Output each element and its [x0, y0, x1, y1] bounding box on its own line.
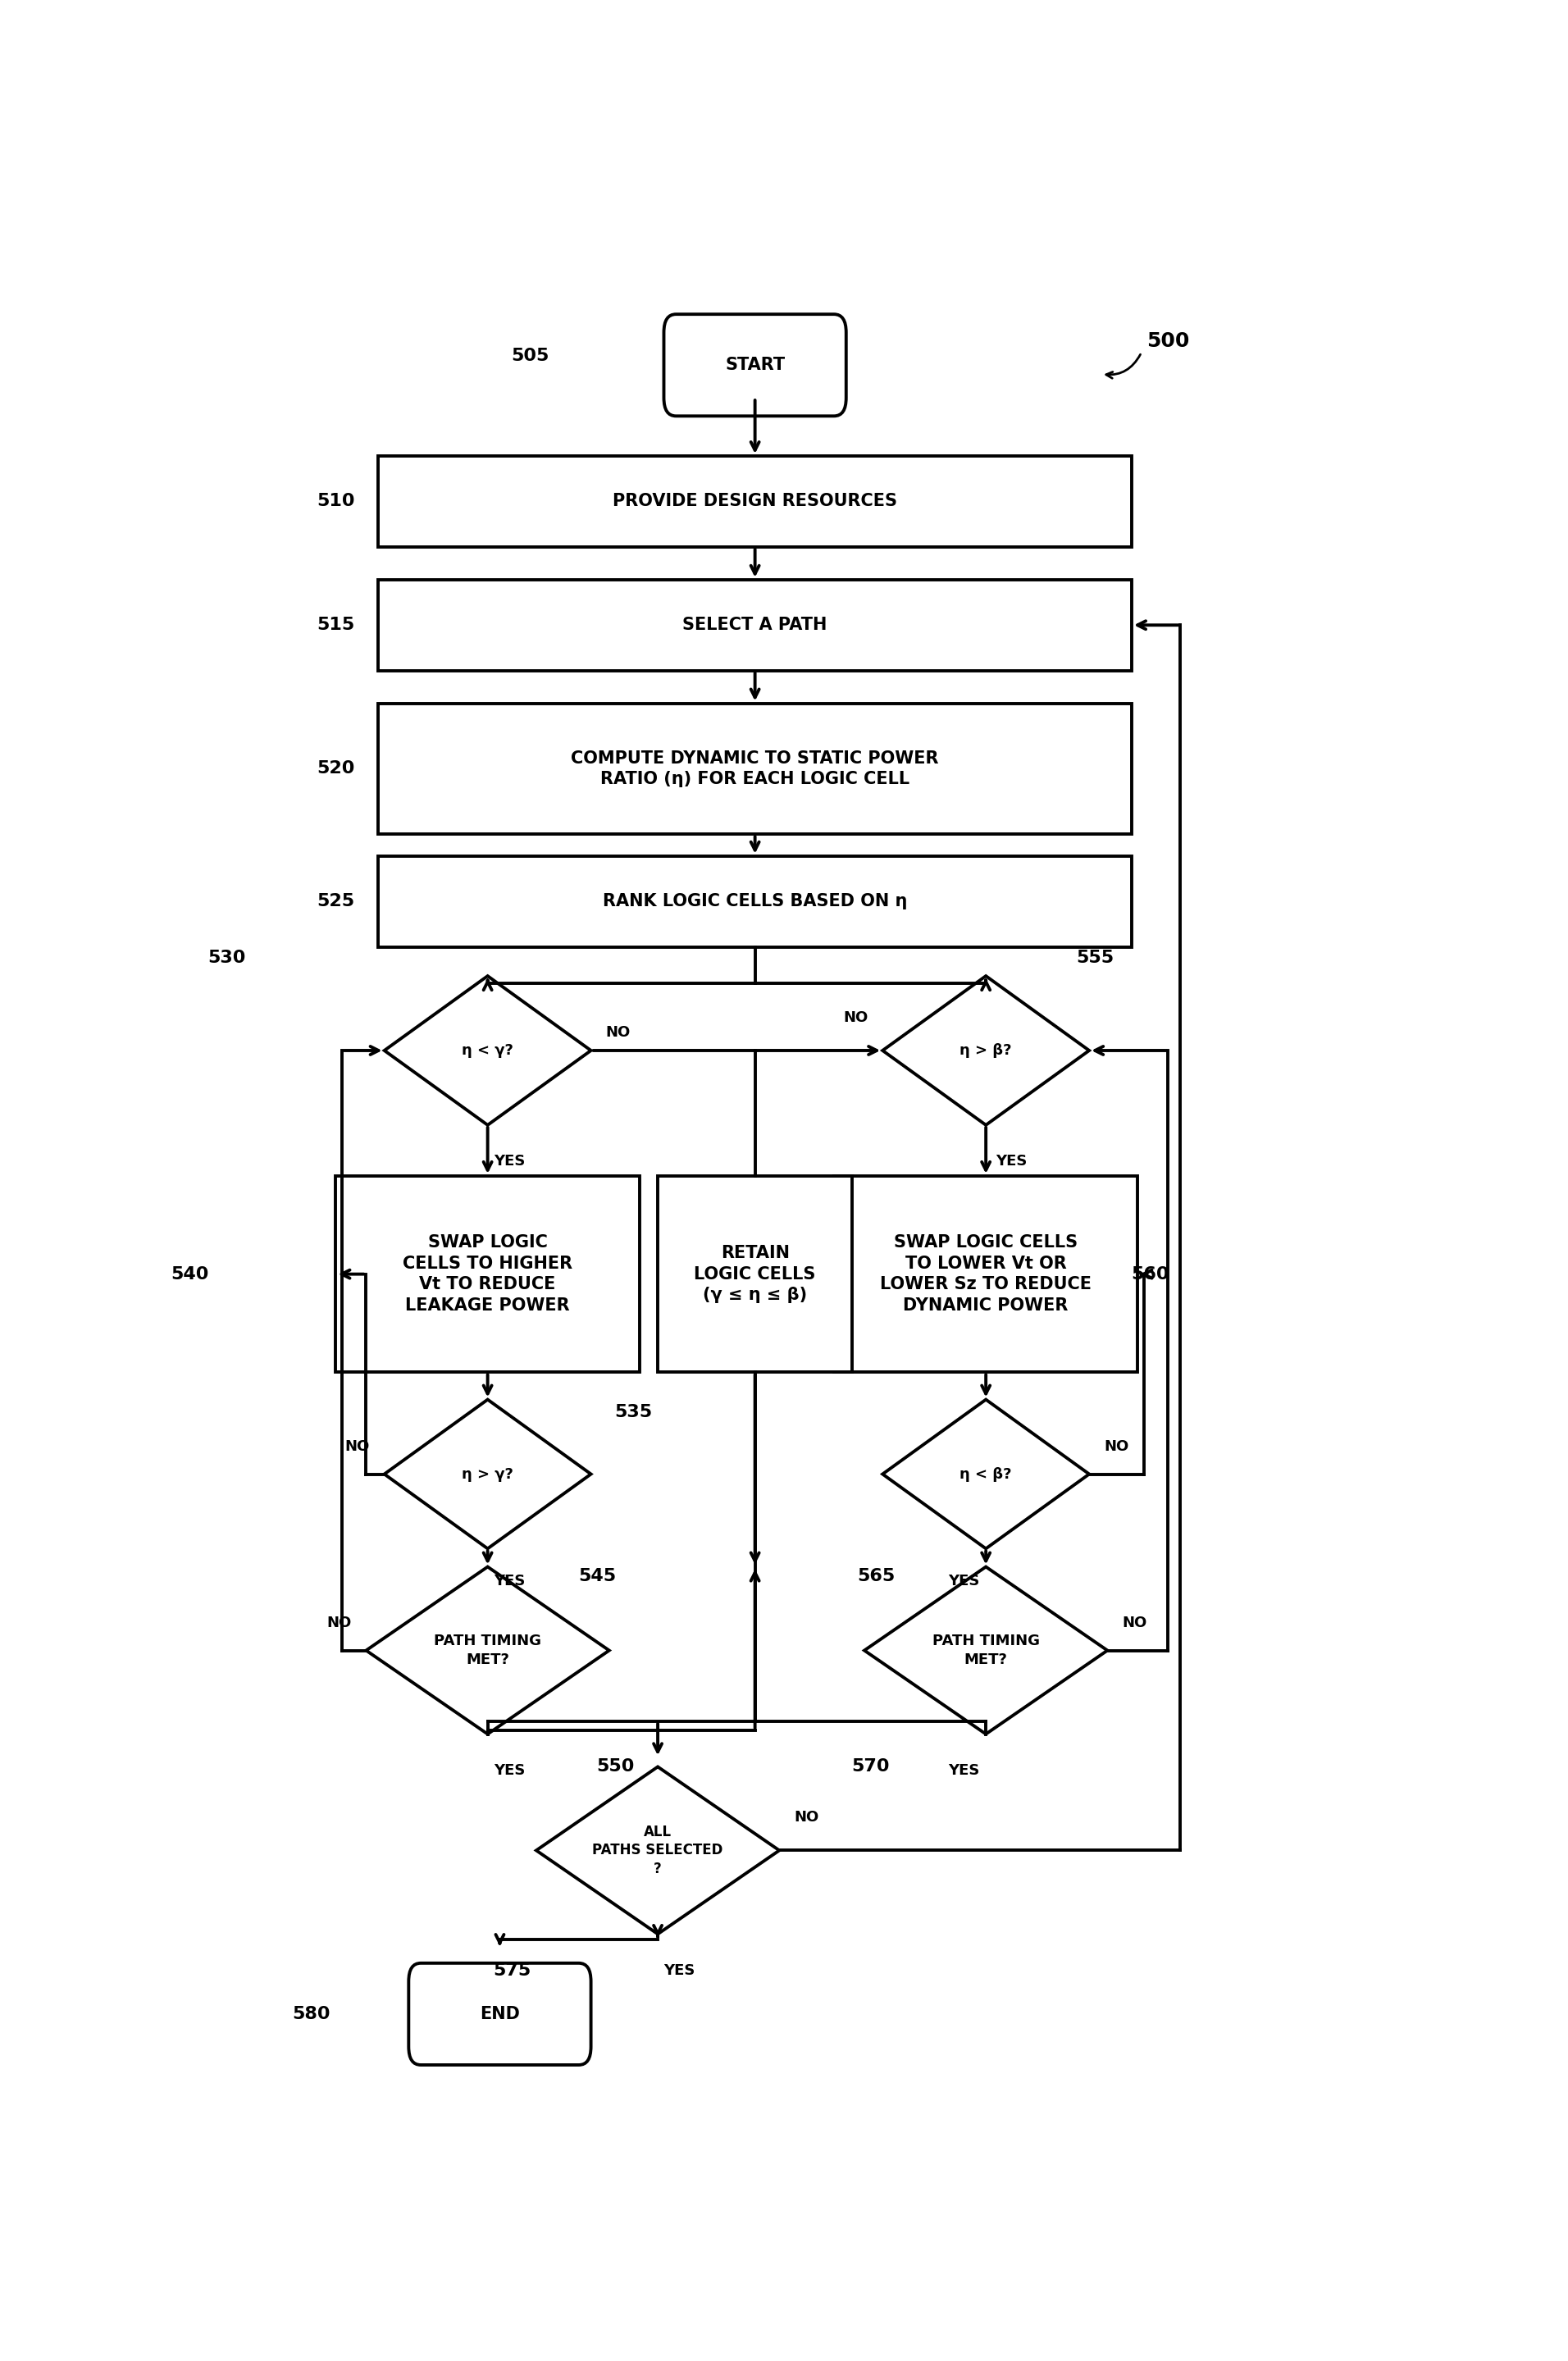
Bar: [657, 1176, 853, 1372]
Bar: [336, 1176, 640, 1372]
Polygon shape: [365, 1568, 608, 1733]
Text: 500: 500: [1146, 331, 1190, 352]
Text: YES: YES: [494, 1155, 525, 1169]
Text: 565: 565: [858, 1568, 895, 1584]
Text: 570: 570: [851, 1759, 889, 1775]
FancyBboxPatch shape: [409, 1962, 591, 2066]
Text: 535: 535: [615, 1405, 652, 1421]
Text: PATH TIMING
MET?: PATH TIMING MET?: [931, 1634, 1040, 1667]
Text: YES: YES: [949, 1764, 980, 1778]
Bar: [378, 581, 1132, 671]
FancyBboxPatch shape: [663, 314, 847, 416]
Text: 520: 520: [317, 760, 354, 777]
Text: 550: 550: [596, 1759, 635, 1775]
Text: PATH TIMING
MET?: PATH TIMING MET?: [434, 1634, 541, 1667]
Text: 525: 525: [317, 892, 354, 909]
Text: SELECT A PATH: SELECT A PATH: [682, 616, 828, 633]
Text: NO: NO: [326, 1615, 351, 1631]
Text: NO: NO: [844, 1011, 869, 1025]
Text: 540: 540: [171, 1265, 209, 1282]
Polygon shape: [883, 1400, 1090, 1549]
Text: NO: NO: [605, 1025, 630, 1039]
Text: NO: NO: [1123, 1615, 1146, 1631]
Text: NO: NO: [345, 1440, 370, 1454]
Polygon shape: [883, 975, 1090, 1126]
Text: YES: YES: [494, 1575, 525, 1589]
Text: PROVIDE DESIGN RESOURCES: PROVIDE DESIGN RESOURCES: [613, 493, 897, 510]
Text: NO: NO: [793, 1811, 818, 1825]
Text: 530: 530: [207, 949, 246, 966]
Text: 505: 505: [511, 347, 549, 364]
Text: RANK LOGIC CELLS BASED ON η: RANK LOGIC CELLS BASED ON η: [602, 892, 908, 909]
Text: COMPUTE DYNAMIC TO STATIC POWER
RATIO (η) FOR EACH LOGIC CELL: COMPUTE DYNAMIC TO STATIC POWER RATIO (η…: [571, 751, 939, 789]
Text: η > γ?: η > γ?: [463, 1466, 513, 1480]
Text: YES: YES: [494, 1764, 525, 1778]
Polygon shape: [384, 1400, 591, 1549]
Bar: [834, 1176, 1138, 1372]
Text: 560: 560: [1131, 1265, 1170, 1282]
Text: YES: YES: [663, 1962, 695, 1979]
Text: END: END: [480, 2007, 521, 2023]
Bar: [378, 456, 1132, 548]
Bar: [378, 857, 1132, 947]
Text: RETAIN
LOGIC CELLS
(γ ≤ η ≤ β): RETAIN LOGIC CELLS (γ ≤ η ≤ β): [695, 1244, 815, 1303]
Text: 545: 545: [579, 1568, 616, 1584]
Text: η < β?: η < β?: [960, 1466, 1011, 1480]
Text: YES: YES: [949, 1575, 980, 1589]
Text: η > β?: η > β?: [960, 1044, 1011, 1058]
Text: 510: 510: [317, 493, 354, 510]
Text: YES: YES: [996, 1155, 1027, 1169]
Text: START: START: [724, 357, 786, 373]
Text: 555: 555: [1076, 949, 1115, 966]
Bar: [378, 704, 1132, 833]
Polygon shape: [536, 1766, 779, 1934]
Text: 515: 515: [317, 616, 354, 633]
Text: NO: NO: [1104, 1440, 1129, 1454]
Text: η < γ?: η < γ?: [463, 1044, 513, 1058]
Polygon shape: [384, 975, 591, 1126]
Text: SWAP LOGIC CELLS
TO LOWER Vt OR
LOWER Sz TO REDUCE
DYNAMIC POWER: SWAP LOGIC CELLS TO LOWER Vt OR LOWER Sz…: [880, 1235, 1091, 1313]
Polygon shape: [864, 1568, 1107, 1733]
Text: 580: 580: [292, 2007, 331, 2023]
Text: ALL
PATHS SELECTED
?: ALL PATHS SELECTED ?: [593, 1825, 723, 1877]
Text: SWAP LOGIC
CELLS TO HIGHER
Vt TO REDUCE
LEAKAGE POWER: SWAP LOGIC CELLS TO HIGHER Vt TO REDUCE …: [403, 1235, 572, 1313]
Text: 575: 575: [492, 1962, 532, 1979]
